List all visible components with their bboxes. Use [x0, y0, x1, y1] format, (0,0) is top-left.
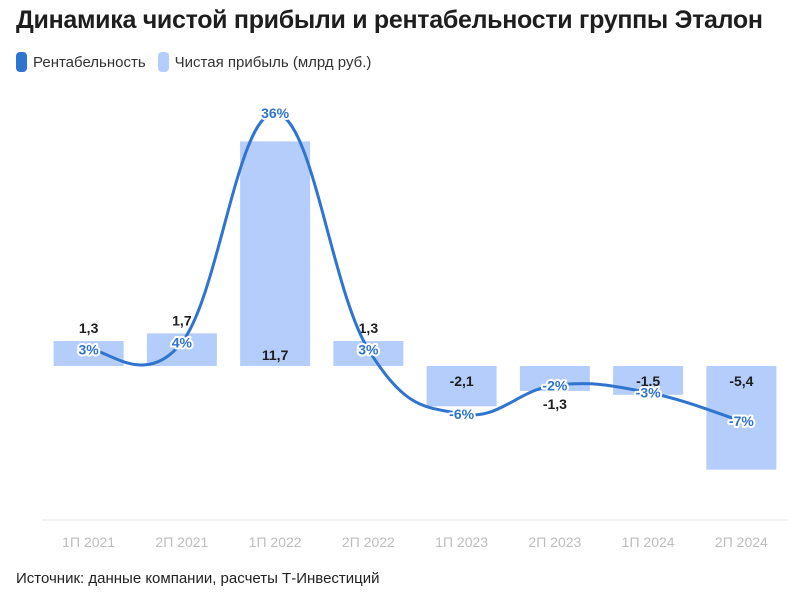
bar-value-label: -5,4 — [729, 373, 753, 389]
bar-value-label: -2,1 — [450, 373, 474, 389]
margin-line — [87, 111, 743, 423]
combo-chart: 1,3 1,7 11,7 1,3 -2,1 -1,3 -1,5 -5,4 3% 4% 36% 3% -6… — [42, 103, 788, 550]
legend-label-profit: Чистая прибыль (млрд руб.) — [174, 53, 372, 71]
bars-group — [53, 141, 777, 470]
line-value-label: 4% — [172, 334, 193, 350]
line-value-label: -2% — [542, 377, 567, 393]
bar-value-label: -1,5 — [636, 373, 660, 389]
legend-swatch-line — [16, 52, 27, 72]
x-tick-label: 1П 2024 — [622, 534, 675, 550]
legend-item-profit: Чистая прибыль (млрд руб.) — [157, 52, 372, 72]
legend-item-margin: Рентабельность — [16, 52, 146, 72]
x-tick-label: 2П 2024 — [715, 534, 768, 550]
x-tick-label: 1П 2021 — [62, 534, 115, 550]
legend-label-margin: Рентабельность — [33, 53, 146, 71]
line-labels-group: 3% 4% 36% 3% -6% -2% -3% -7% — [77, 103, 757, 431]
bar — [613, 366, 684, 395]
line-value-label: 36% — [261, 105, 290, 121]
line-value-label: -3% — [636, 384, 661, 400]
bar — [426, 366, 497, 407]
x-tick-label: 2П 2021 — [155, 534, 208, 550]
line-value-label: 3% — [79, 342, 100, 358]
bar-value-label: 1,7 — [172, 312, 192, 328]
line-value-label: -6% — [449, 406, 474, 422]
bar — [706, 366, 777, 470]
x-tick-labels: 1П 2021 2П 2021 1П 2022 2П 2022 1П 2023 2П 20… — [62, 534, 768, 550]
legend: Рентабельность Чистая прибыль (млрд руб.… — [16, 52, 383, 72]
line-value-label: 3% — [358, 342, 379, 358]
line-value-label: -7% — [729, 413, 754, 429]
bar-value-label: 1,3 — [359, 320, 379, 336]
x-tick-label: 1П 2023 — [435, 534, 488, 550]
chart-title: Динамика чистой прибыли и рентабельности… — [16, 6, 763, 34]
x-tick-label: 2П 2022 — [342, 534, 395, 550]
bar-labels-group: 1,3 1,7 11,7 1,3 -2,1 -1,3 -1,5 -5,4 — [79, 312, 754, 412]
bar — [333, 341, 404, 366]
bar — [240, 141, 311, 366]
bar-value-label: 1,3 — [79, 320, 99, 336]
bar-value-label: 11,7 — [262, 347, 289, 363]
x-tick-label: 2П 2023 — [528, 534, 581, 550]
bar-value-label: -1,3 — [543, 396, 567, 412]
legend-swatch-bar — [157, 52, 169, 72]
x-tick-label: 1П 2022 — [249, 534, 302, 550]
source-note: Источник: данные компании, расчеты Т-Инв… — [16, 570, 380, 587]
bar — [53, 341, 124, 366]
